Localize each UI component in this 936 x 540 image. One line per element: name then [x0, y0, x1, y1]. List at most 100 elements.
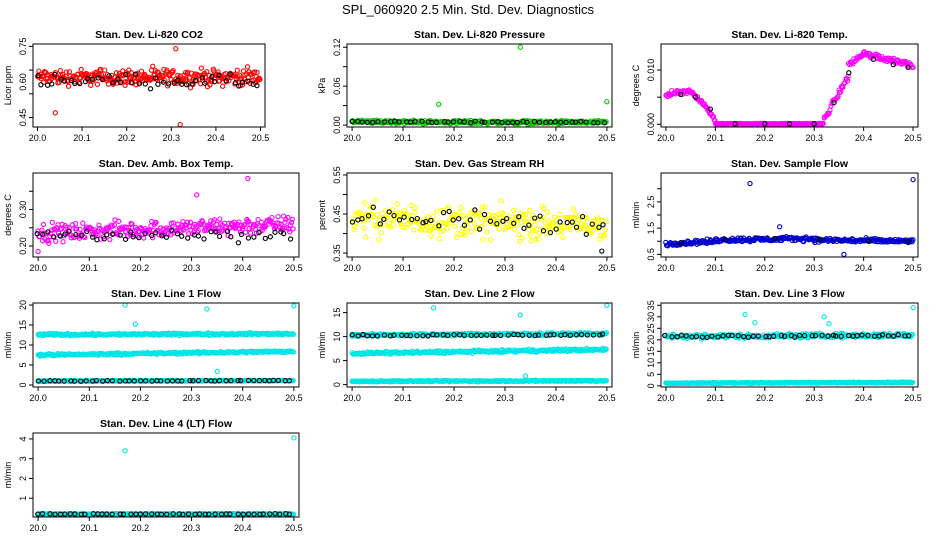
data-point-main: [215, 225, 221, 231]
data-point-hourly: [699, 334, 705, 340]
data-point-hourly: [564, 219, 570, 226]
data-point-main: [94, 81, 101, 87]
y-tick-label: 0.75: [18, 38, 28, 56]
data-point-line-c: [603, 377, 609, 384]
x-tick-label: 20.5: [598, 133, 616, 143]
data-point-hourly: [122, 236, 129, 242]
data-point-hourly: [786, 121, 793, 127]
data-point-hourly: [521, 225, 527, 231]
data-point-main: [49, 219, 55, 226]
data-point-main: [425, 213, 431, 220]
data-point-hourly: [519, 332, 526, 338]
data-point-main: [178, 228, 184, 234]
data-point-hourly: [846, 70, 852, 76]
data-point-hourly: [109, 378, 116, 384]
data-point-main: [412, 205, 418, 211]
data-point-hourly: [227, 511, 233, 517]
y-tick-label: 20: [646, 335, 656, 345]
data-point-hourly: [505, 120, 511, 126]
data-point-hourly: [445, 119, 451, 125]
data-point-main: [77, 226, 83, 232]
data-point-hourly: [590, 332, 597, 338]
data-point-main: [95, 232, 101, 238]
data-point-hourly: [396, 119, 402, 125]
data-point-main: [910, 176, 916, 183]
data-point-hourly: [524, 119, 530, 125]
y-tick-label: 3: [18, 456, 28, 461]
data-point-main: [541, 206, 547, 212]
data-point-main: [710, 113, 717, 120]
data-point-main: [78, 66, 84, 73]
data-point-line-a: [821, 314, 827, 320]
data-point-main: [245, 175, 251, 182]
data-point-hourly: [562, 332, 568, 338]
data-point-main: [408, 202, 415, 209]
data-point-hourly: [223, 378, 229, 384]
data-point-hourly: [600, 222, 606, 228]
data-point-hourly: [355, 333, 361, 339]
x-tick-label: 20.5: [904, 263, 922, 273]
x-tick-label: 20.4: [234, 263, 252, 273]
x-tick-label: 20.3: [183, 263, 201, 273]
data-point-main: [544, 209, 551, 215]
x-tick-label: 20.4: [547, 263, 565, 273]
data-point-hourly: [865, 238, 872, 244]
data-point-hourly: [377, 221, 383, 227]
data-point-main: [427, 227, 434, 234]
data-point-hourly: [256, 229, 262, 236]
data-point-main: [63, 69, 69, 75]
data-point-hourly: [414, 333, 420, 339]
data-point-hourly: [423, 218, 429, 225]
data-point-hourly: [428, 217, 434, 224]
data-point-hourly: [40, 231, 46, 237]
data-point-hourly: [819, 332, 825, 338]
y-tick-label: 0.000: [646, 113, 656, 136]
x-tick-label: 20.1: [73, 133, 91, 143]
data-point-hourly: [729, 332, 735, 339]
panel-title: Stan. Dev. Amb. Box Temp.: [99, 158, 234, 170]
data-point-main: [527, 207, 533, 214]
data-point-hourly: [674, 334, 680, 340]
data-marks: [35, 303, 297, 385]
x-tick-label: 20.4: [855, 263, 873, 273]
data-point-hourly: [39, 511, 46, 517]
data-point-hourly: [238, 378, 244, 384]
data-point-hourly: [414, 215, 420, 222]
data-point-hourly: [185, 235, 191, 241]
data-point-main: [234, 67, 240, 73]
x-tick-label: 20.5: [285, 263, 303, 273]
data-point-hourly: [216, 72, 222, 78]
x-tick-label: 20.5: [598, 393, 616, 403]
data-point-hourly: [245, 78, 251, 84]
data-point-main: [158, 225, 164, 231]
data-point-hourly: [109, 511, 115, 517]
data-point-hourly: [558, 119, 564, 125]
data-point-hourly: [479, 119, 485, 125]
data-point-main: [523, 211, 529, 218]
data-point-main: [394, 201, 400, 207]
data-point-hourly: [90, 234, 96, 240]
data-point-main: [236, 76, 242, 82]
x-tick-label: 20.3: [163, 133, 181, 143]
data-point-main: [51, 226, 57, 232]
data-point-hourly: [572, 119, 579, 125]
data-point-main: [141, 235, 147, 241]
x-tick-label: 20.5: [252, 133, 270, 143]
y-tick-label: 2: [18, 476, 28, 481]
data-point-main: [80, 220, 86, 226]
data-point-main: [66, 225, 72, 231]
y-tick-label: 0.00: [332, 116, 342, 134]
data-point-hourly: [500, 218, 506, 224]
y-tick-label: 10: [332, 332, 342, 342]
data-point-hourly: [511, 220, 517, 226]
data-point-main: [458, 205, 464, 211]
data-point-hourly: [66, 228, 72, 234]
data-point-hourly: [461, 222, 468, 228]
data-point-hourly: [84, 228, 90, 235]
data-point-hourly: [456, 216, 462, 222]
data-point-hourly: [859, 332, 865, 338]
y-tick-label: 15: [18, 320, 28, 330]
